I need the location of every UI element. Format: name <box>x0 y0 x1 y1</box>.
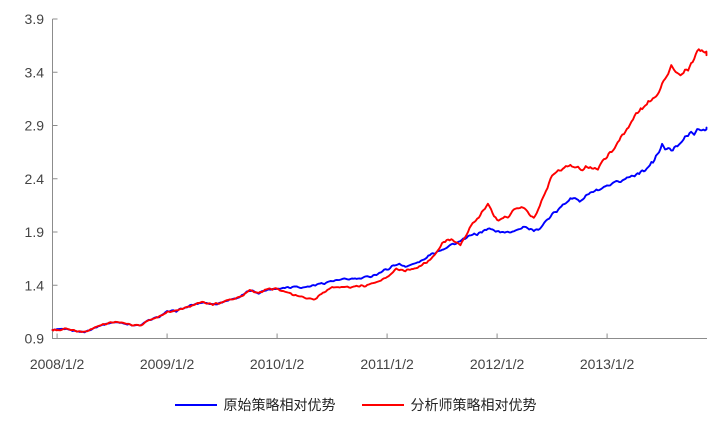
blue-line-swatch <box>174 404 217 406</box>
x-axis-label: 2009/1/2 <box>140 356 195 372</box>
legend-label-analyst-strategy: 分析师策略相对优势 <box>410 397 537 413</box>
series-line-1 <box>51 48 708 333</box>
legend-item-original-strategy: 原始策略相对优势 <box>174 396 336 414</box>
legend-item-analyst-strategy: 分析师策略相对优势 <box>361 396 537 414</box>
legend-label-original-strategy: 原始策略相对优势 <box>223 397 336 413</box>
y-axis-label: 3.9 <box>25 11 45 27</box>
y-axis-label: 1.9 <box>25 224 45 240</box>
red-line-swatch <box>361 404 404 406</box>
line-chart-canvas: 0.9 1.4 1.9 2.4 2.9 3.4 3.9 2008/1/2 2009/1/2 201… <box>25 11 708 372</box>
x-axis-label: 2011/1/2 <box>360 356 414 372</box>
y-axis-label: 0.9 <box>25 331 45 347</box>
series-line-0 <box>51 126 708 334</box>
axes <box>52 19 707 339</box>
y-axis-label: 3.4 <box>25 64 45 80</box>
x-axis-label: 2012/1/2 <box>470 356 525 372</box>
x-axis-label: 2008/1/2 <box>30 356 85 372</box>
y-axis-label: 2.4 <box>25 171 45 187</box>
y-axis-label: 2.9 <box>25 118 45 134</box>
x-axis-label: 2010/1/2 <box>250 356 305 372</box>
chart-legend: 原始策略相对优势 分析师策略相对优势 <box>0 396 711 414</box>
y-axis-label: 1.4 <box>25 277 45 293</box>
x-axis-label: 2013/1/2 <box>580 356 635 372</box>
